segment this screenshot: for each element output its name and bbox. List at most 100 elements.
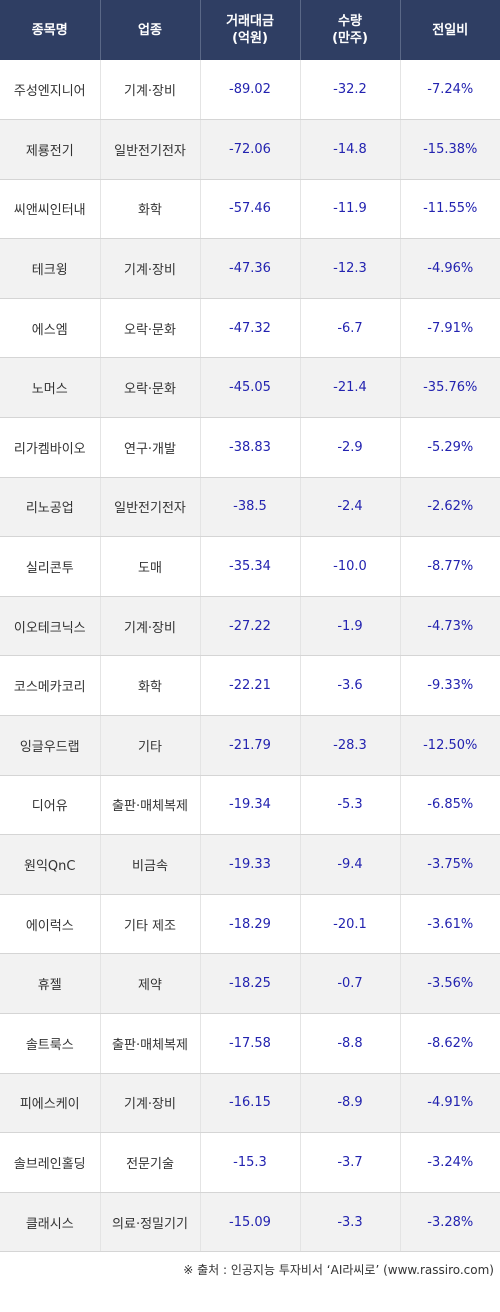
stock-name-cell: 리노공업 [0,477,100,538]
trade-amount-cell: -47.32 [199,298,300,359]
trade-amount-cell: -15.3 [199,1132,300,1193]
stock-name-cell: 클래시스 [0,1192,100,1253]
volume-cell: -6.7 [299,298,400,359]
trade-amount-cell: -18.25 [199,953,300,1014]
stock-name-cell: 휴젤 [0,953,100,1014]
trade-amount-cell: -45.05 [199,357,300,419]
stock-name-cell: 디어유 [0,775,100,836]
volume-cell: -2.4 [299,477,400,538]
volume-cell: -3.7 [299,1132,400,1193]
stock-name-cell: 솔브레인홀딩 [0,1132,100,1193]
stock-name-cell: 에이럭스 [0,894,100,955]
trade-amount-cell: -17.58 [199,1013,300,1074]
volume-cell: -14.8 [299,119,400,180]
change-cell: -2.62% [399,477,500,538]
table-row: 씨앤씨인터내 화학 -57.46 -11.9 -11.55% [0,179,500,240]
change-cell: -5.29% [399,417,500,478]
change-cell: -4.91% [399,1073,500,1134]
table-row: 리노공업 일반전기전자 -38.5 -2.4 -2.62% [0,477,500,538]
header-change: 전일비 [399,0,500,60]
table-row: 테크윙 기계·장비 -47.36 -12.3 -4.96% [0,238,500,299]
source-footer: ※ 출처 : 인공지능 투자비서 ‘AI라씨로’ (www.rassiro.co… [183,1263,494,1278]
sector-cell: 화학 [99,655,200,717]
change-cell: -7.24% [399,60,500,121]
header-trade-amount: 거래대금 (억원) [199,0,300,60]
trade-amount-cell: -57.46 [199,179,300,240]
change-cell: -8.77% [399,536,500,597]
sector-cell: 화학 [99,179,200,240]
sector-cell: 출판·매체복제 [99,1013,200,1074]
trade-amount-cell: -18.29 [199,894,300,955]
trade-amount-cell: -38.83 [199,417,300,478]
volume-cell: -5.3 [299,775,400,836]
stock-name-cell: 테크윙 [0,238,100,299]
sector-cell: 일반전기전자 [99,119,200,180]
table-row: 잉글우드랩 기타 -21.79 -28.3 -12.50% [0,715,500,776]
header-volume: 수량 (만주) [299,0,400,60]
volume-cell: -1.9 [299,596,400,657]
header-sector: 업종 [99,0,200,60]
sector-cell: 의료·정밀기기 [99,1192,200,1253]
sector-cell: 기계·장비 [99,1073,200,1134]
table-row: 에스엠 오락·문화 -47.32 -6.7 -7.91% [0,298,500,359]
volume-cell: -8.9 [299,1073,400,1134]
change-cell: -12.50% [399,715,500,776]
table-row: 원익QnC 비금속 -19.33 -9.4 -3.75% [0,834,500,895]
table-row: 에이럭스 기타 제조 -18.29 -20.1 -3.61% [0,894,500,955]
volume-cell: -8.8 [299,1013,400,1074]
volume-cell: -0.7 [299,953,400,1014]
change-cell: -4.73% [399,596,500,657]
change-cell: -3.75% [399,834,500,895]
volume-cell: -32.2 [299,60,400,121]
sector-cell: 일반전기전자 [99,477,200,538]
trade-amount-cell: -19.34 [199,775,300,836]
change-cell: -9.33% [399,655,500,717]
stock-name-cell: 씨앤씨인터내 [0,179,100,240]
sector-cell: 오락·문화 [99,298,200,359]
table-row: 리가켐바이오 연구·개발 -38.83 -2.9 -5.29% [0,417,500,478]
sector-cell: 연구·개발 [99,417,200,478]
sector-cell: 비금속 [99,834,200,895]
volume-cell: -28.3 [299,715,400,776]
stock-name-cell: 제룡전기 [0,119,100,180]
change-cell: -4.96% [399,238,500,299]
sector-cell: 기계·장비 [99,596,200,657]
stock-name-cell: 주성엔지니어 [0,60,100,121]
trade-amount-cell: -38.5 [199,477,300,538]
stock-name-cell: 실리콘투 [0,536,100,597]
header-stock-name: 종목명 [0,0,100,60]
stock-name-cell: 코스메카코리 [0,655,100,717]
change-cell: -6.85% [399,775,500,836]
trade-amount-cell: -15.09 [199,1192,300,1253]
sector-cell: 제약 [99,953,200,1014]
volume-cell: -20.1 [299,894,400,955]
volume-cell: -2.9 [299,417,400,478]
table-row: 이오테크닉스 기계·장비 -27.22 -1.9 -4.73% [0,596,500,657]
table-row: 클래시스 의료·정밀기기 -15.09 -3.3 -3.28% [0,1192,500,1253]
volume-cell: -10.0 [299,536,400,597]
table-row: 제룡전기 일반전기전자 -72.06 -14.8 -15.38% [0,119,500,180]
sector-cell: 출판·매체복제 [99,775,200,836]
table-row: 코스메카코리 화학 -22.21 -3.6 -9.33% [0,655,500,717]
table-row: 피에스케이 기계·장비 -16.15 -8.9 -4.91% [0,1073,500,1134]
table-row: 휴젤 제약 -18.25 -0.7 -3.56% [0,953,500,1014]
trade-amount-cell: -35.34 [199,536,300,597]
change-cell: -35.76% [399,357,500,419]
trade-amount-cell: -47.36 [199,238,300,299]
sector-cell: 기계·장비 [99,238,200,299]
volume-cell: -11.9 [299,179,400,240]
change-cell: -15.38% [399,119,500,180]
change-cell: -3.61% [399,894,500,955]
trade-amount-cell: -19.33 [199,834,300,895]
sector-cell: 전문기술 [99,1132,200,1193]
stock-name-cell: 리가켐바이오 [0,417,100,478]
sector-cell: 기타 [99,715,200,776]
sector-cell: 오락·문화 [99,357,200,419]
trade-amount-cell: -22.21 [199,655,300,717]
sector-cell: 기타 제조 [99,894,200,955]
stock-name-cell: 피에스케이 [0,1073,100,1134]
trade-amount-cell: -27.22 [199,596,300,657]
trade-amount-cell: -16.15 [199,1073,300,1134]
volume-cell: -3.3 [299,1192,400,1253]
